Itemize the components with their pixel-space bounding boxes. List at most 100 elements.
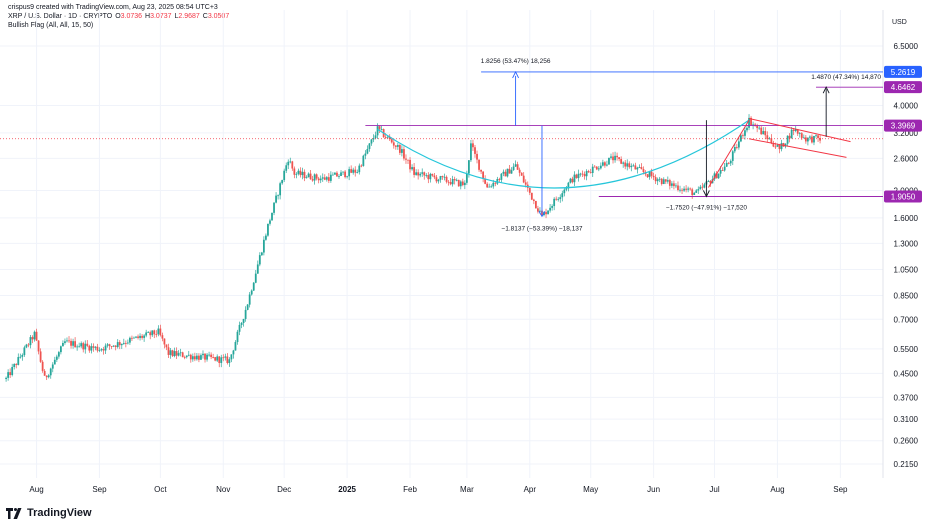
candle-body — [260, 252, 263, 256]
candle-body — [153, 330, 156, 335]
candle-body — [242, 318, 245, 323]
candle-body — [577, 173, 580, 179]
candle-body — [819, 137, 821, 141]
candle-body — [597, 168, 600, 170]
candle-body — [817, 135, 819, 138]
candle-body — [549, 207, 551, 211]
candle-body — [445, 176, 448, 182]
candle-body — [135, 336, 137, 338]
candle-body — [764, 131, 767, 136]
candle-body — [126, 342, 129, 344]
candle-body — [567, 182, 570, 189]
candle-body — [459, 181, 462, 187]
candle-body — [573, 174, 576, 183]
candle-body — [191, 356, 194, 360]
candle-body — [332, 174, 334, 176]
candle-body — [547, 210, 549, 215]
cup-curve — [377, 119, 750, 189]
candle-body — [697, 189, 700, 191]
candle-body — [532, 199, 535, 201]
candle-body — [137, 336, 139, 338]
candle-body — [384, 137, 387, 138]
candle-body — [181, 352, 184, 358]
candle-body — [252, 282, 255, 291]
candle-body — [626, 163, 629, 167]
candle-body — [309, 173, 312, 180]
candle-body — [616, 155, 618, 158]
candle-body — [346, 176, 349, 178]
candle-body — [754, 124, 757, 126]
candle-body — [453, 179, 456, 181]
price-tick-label: 2.6000 — [894, 154, 919, 163]
candle-body — [802, 137, 805, 139]
candle-body — [530, 192, 533, 200]
candle-body — [563, 189, 566, 194]
candle-body — [608, 157, 610, 165]
candle-body — [654, 177, 657, 182]
candle-body — [707, 180, 710, 182]
candle-body — [122, 342, 125, 344]
candle-body — [275, 195, 277, 203]
candle-body — [664, 179, 667, 182]
candle-body — [648, 171, 651, 178]
price-label-group: 5.2619 4.6462 3.3969 1.9050 — [884, 65, 922, 203]
candle-body — [652, 175, 655, 178]
price-tick-label: 3.2000 — [894, 129, 919, 138]
candle-body — [352, 169, 355, 173]
open-value: 3.0736 — [120, 13, 143, 20]
candle-body — [29, 337, 32, 346]
candle-body — [405, 158, 407, 160]
candle-body — [7, 372, 10, 378]
candle-body — [804, 137, 807, 142]
candle-body — [313, 174, 316, 181]
candle-body — [354, 169, 357, 173]
candle-body — [238, 324, 241, 332]
time-tick-label: Aug — [29, 485, 43, 494]
time-tick-label: Nov — [216, 485, 230, 494]
candle-body — [289, 161, 292, 163]
candle-body — [488, 186, 491, 188]
candle-body — [232, 350, 235, 355]
candle-body — [778, 144, 781, 150]
candle-body — [305, 177, 308, 179]
candle-body — [545, 212, 547, 215]
candle-body — [591, 166, 594, 174]
candle-body — [319, 178, 322, 181]
candle-body — [425, 175, 428, 176]
symbol-name[interactable]: XRP / U.S. Dollar · 1D · CRYPTO — [8, 13, 113, 20]
candle-body — [37, 340, 40, 352]
price-badge — [884, 119, 922, 132]
candle-body — [323, 177, 326, 180]
candle-body — [287, 161, 290, 166]
price-tick-label: 4.0000 — [894, 102, 919, 111]
candle-body — [147, 332, 150, 334]
candle-body — [760, 127, 763, 135]
candle-body — [733, 147, 736, 152]
candle-body — [96, 346, 99, 351]
candle-body — [116, 342, 119, 348]
candle-body — [439, 176, 442, 180]
indicator-line[interactable]: Bullish Flag (All, All, 15, 50) — [8, 22, 94, 29]
candle-body — [435, 177, 438, 182]
right-measure-label: 1.4870 (47.34%) 14,870 — [811, 74, 881, 81]
candle-body — [553, 198, 556, 207]
candle-body — [468, 160, 470, 174]
candle-body — [441, 176, 444, 178]
candle-body — [120, 343, 123, 346]
time-tick-label: Mar — [460, 485, 474, 494]
candle-body — [748, 117, 750, 128]
time-axis: Aug Sep Oct Nov Dec 2025 Feb Mar Apr May Jun Jul Aug… — [29, 485, 848, 494]
candle-body — [752, 124, 754, 126]
candle-body — [677, 185, 679, 191]
candle-body — [165, 344, 168, 348]
candle-body — [295, 173, 298, 175]
candle-body — [559, 197, 562, 199]
footer: TradingView — [6, 507, 92, 519]
candle-body — [47, 375, 50, 378]
candle-body — [480, 169, 482, 172]
currency-label: USD — [892, 19, 907, 26]
candle-body — [788, 135, 791, 139]
candle-body — [112, 345, 115, 347]
candle-body — [640, 167, 643, 170]
